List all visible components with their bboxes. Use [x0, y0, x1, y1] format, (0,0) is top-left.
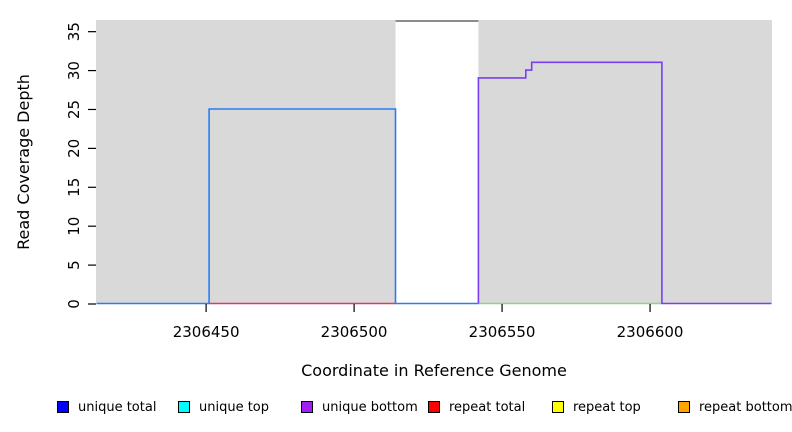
y-tick-label: 15	[65, 178, 83, 197]
y-tick-label: 10	[65, 217, 83, 236]
series-line-unique-bottom	[477, 61, 772, 305]
y-tick-label: 5	[65, 260, 83, 270]
y-tick-label: 25	[65, 100, 83, 119]
legend-label: unique total	[78, 399, 157, 415]
legend-item-unique-bottom: unique bottom	[301, 399, 418, 415]
x-tick-label: 2306550	[469, 323, 536, 341]
legend-item-repeat-bottom: repeat bottom	[678, 399, 792, 415]
x-axis-title: Coordinate in Reference Genome	[301, 361, 567, 380]
coverage-chart: 2306450 2306500 2306550 2306600 0 5 10 15 20 25 30…	[14, 20, 772, 380]
legend-label: unique bottom	[322, 399, 418, 415]
chart-legend: unique total unique top unique bottom repea…	[0, 396, 792, 422]
series-line-unique-total	[96, 108, 479, 305]
legend-item-unique-total: unique total	[57, 399, 157, 415]
x-tick-label: 2306450	[173, 323, 240, 341]
legend-label: unique top	[199, 399, 270, 415]
legend-swatch-icon	[178, 401, 190, 413]
axes: 2306450 2306500 2306550 2306600 0 5 10 15 20 25 30…	[65, 22, 683, 341]
y-tick-label: 30	[65, 61, 83, 80]
legend-label: repeat bottom	[699, 399, 792, 415]
y-tick-label: 0	[65, 299, 83, 309]
x-tick-label: 2306500	[321, 323, 388, 341]
legend-label: repeat top	[573, 399, 641, 415]
y-axis-title: Read Coverage Depth	[14, 74, 33, 250]
legend-label: repeat total	[449, 399, 526, 415]
y-tick-label: 35	[65, 22, 83, 41]
legend-swatch-icon	[552, 401, 564, 413]
masked-gap-region	[395, 20, 479, 304]
legend-item-repeat-top: repeat top	[552, 399, 641, 415]
legend-swatch-icon	[301, 401, 313, 413]
x-tick-label: 2306600	[617, 323, 684, 341]
legend-swatch-icon	[678, 401, 690, 413]
legend-swatch-icon	[57, 401, 69, 413]
legend-swatch-icon	[428, 401, 440, 413]
y-tick-label: 20	[65, 139, 83, 158]
legend-item-unique-top: unique top	[178, 399, 270, 415]
legend-item-repeat-total: repeat total	[428, 399, 526, 415]
plot-area	[96, 20, 772, 305]
